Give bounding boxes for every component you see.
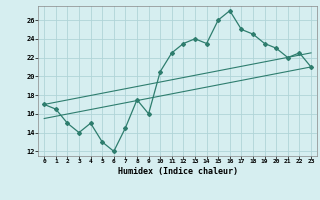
X-axis label: Humidex (Indice chaleur): Humidex (Indice chaleur): [118, 167, 238, 176]
